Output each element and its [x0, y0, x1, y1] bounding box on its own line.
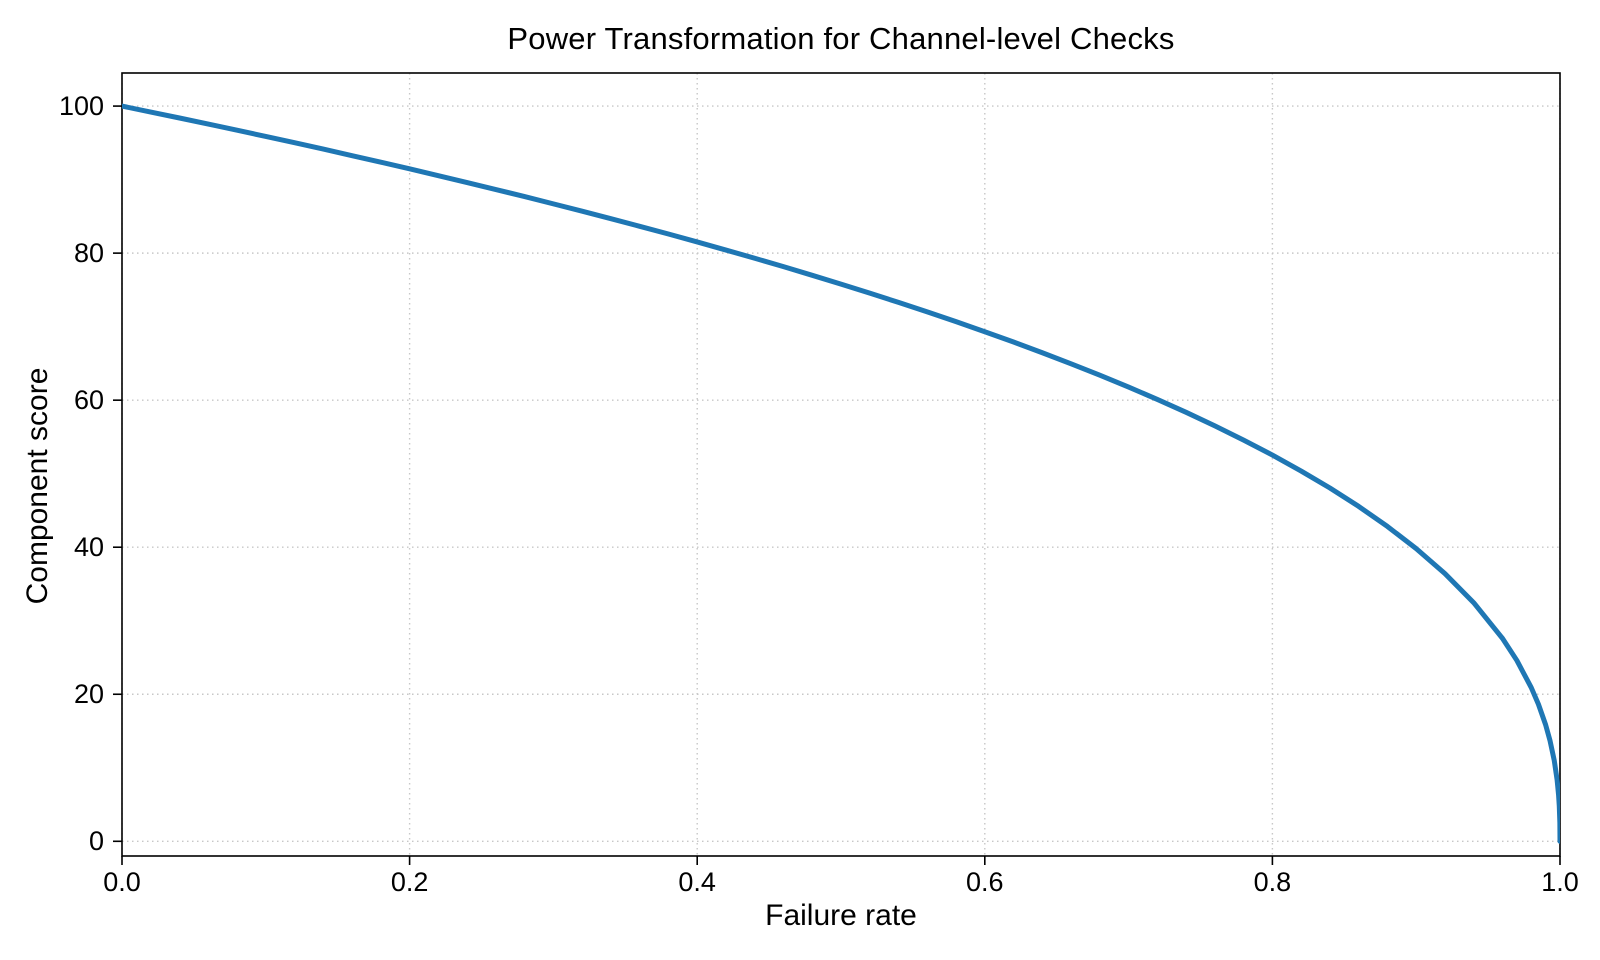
y-tick-label: 20 [73, 679, 104, 710]
y-tick-label: 60 [73, 385, 104, 416]
chart-title: Power Transformation for Channel-level C… [507, 21, 1175, 56]
y-tick-label: 80 [73, 238, 104, 269]
x-tick-label: 0.2 [390, 867, 429, 897]
x-tick-label: 1.0 [1541, 867, 1579, 897]
component-score-curve [122, 103, 1560, 844]
y-tick-label: 0 [88, 826, 104, 857]
x-tick-label: 0.0 [103, 867, 141, 897]
x-tick-label: 0.6 [966, 867, 1004, 897]
x-tick-label: 0.4 [678, 867, 716, 897]
axes-frame [121, 72, 1561, 857]
y-tick-label: 100 [58, 91, 104, 122]
y-tick-label: 40 [73, 532, 104, 563]
x-axis-label: Failure rate [765, 899, 917, 932]
x-tick-label: 0.8 [1253, 867, 1292, 897]
